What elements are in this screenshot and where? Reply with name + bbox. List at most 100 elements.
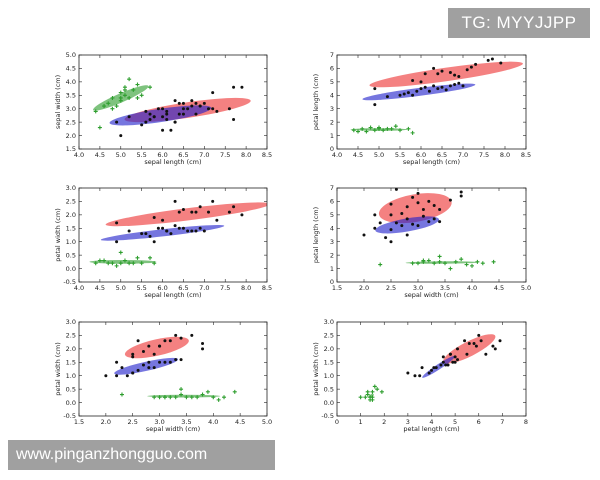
versicolor-point xyxy=(144,109,148,113)
virginica-point xyxy=(194,210,198,214)
setosa-point xyxy=(453,259,458,264)
virginica-point xyxy=(479,339,483,343)
x-tick-label: 5.0 xyxy=(116,151,126,159)
versicolor-point xyxy=(427,220,431,224)
virginica-point xyxy=(190,210,194,214)
virginica-covariance-ellipse xyxy=(369,61,523,88)
x-tick-label: 4 xyxy=(429,418,433,426)
versicolor-point xyxy=(413,374,417,378)
virginica-point xyxy=(389,202,393,206)
virginica-point xyxy=(161,107,165,111)
x-axis-label: petal length (cm) xyxy=(403,425,459,433)
y-tick-label: 2.0 xyxy=(66,132,76,140)
x-tick-label: 4.0 xyxy=(208,418,218,426)
versicolor-point xyxy=(389,228,393,232)
virginica-point xyxy=(373,213,377,217)
virginica-point xyxy=(152,216,156,220)
virginica-point xyxy=(131,355,135,359)
x-tick-label: 5 xyxy=(453,418,457,426)
setosa-point xyxy=(122,87,127,92)
versicolor-point xyxy=(136,368,140,372)
virginica-point xyxy=(463,339,467,343)
virginica-point xyxy=(467,341,471,345)
setosa-point xyxy=(370,389,375,394)
x-tick-label: 5.0 xyxy=(521,284,531,292)
x-tick-label: 6.0 xyxy=(157,284,167,292)
versicolor-point xyxy=(161,226,165,230)
setosa-point xyxy=(372,384,377,389)
y-tick-label: 1.0 xyxy=(66,238,76,246)
versicolor-point xyxy=(432,84,436,88)
virginica-point xyxy=(215,218,219,222)
setosa-point xyxy=(131,261,136,266)
virginica-point xyxy=(152,352,156,356)
virginica-point xyxy=(158,344,162,348)
versicolor-point xyxy=(141,363,145,367)
x-tick-label: 8.5 xyxy=(262,284,272,292)
x-tick-label: 2 xyxy=(382,418,386,426)
setosa-point xyxy=(410,261,415,266)
versicolor-point xyxy=(161,128,165,132)
y-tick-label: 7 xyxy=(330,51,334,59)
setosa-point xyxy=(372,128,377,133)
setosa-point xyxy=(119,392,124,397)
versicolor-point xyxy=(434,366,438,370)
setosa-point xyxy=(475,259,480,264)
setosa-point xyxy=(110,106,115,111)
x-tick-label: 8.0 xyxy=(241,284,251,292)
virginica-point xyxy=(459,190,463,194)
setosa-point xyxy=(364,129,369,134)
versicolor-point xyxy=(432,217,436,221)
versicolor-point xyxy=(446,363,450,367)
versicolor-point xyxy=(115,240,119,244)
setosa-point xyxy=(179,392,184,397)
virginica-point xyxy=(141,350,145,354)
setosa-point xyxy=(184,395,189,400)
y-tick-label: 1 xyxy=(330,265,334,273)
setosa-point xyxy=(464,262,469,267)
versicolor-point xyxy=(444,88,448,92)
virginica-point xyxy=(207,107,211,111)
versicolor-point xyxy=(455,358,459,362)
y-tick-label: 1.5 xyxy=(66,145,76,153)
x-tick-label: 3.0 xyxy=(413,284,423,292)
y-tick-label: 0.5 xyxy=(66,385,76,393)
y-tick-label: 3.0 xyxy=(66,184,76,192)
setosa-point xyxy=(106,101,111,106)
virginica-point xyxy=(115,120,119,124)
setosa-point xyxy=(406,126,411,131)
virginica-point xyxy=(179,336,183,340)
x-axis-label: sepal length (cm) xyxy=(403,158,460,166)
setosa-point xyxy=(448,266,453,271)
virginica-point xyxy=(198,104,202,108)
x-tick-label: 3.5 xyxy=(181,418,191,426)
versicolor-point xyxy=(389,240,393,244)
setosa-point xyxy=(393,124,398,129)
x-tick-label: 5.5 xyxy=(136,151,146,159)
versicolor-point xyxy=(415,89,419,93)
setosa-point xyxy=(152,395,157,400)
axes-frame xyxy=(78,54,268,150)
setosa-point xyxy=(351,128,356,133)
setosa-point xyxy=(93,261,98,266)
setosa-point xyxy=(381,128,386,133)
x-tick-label: 2.5 xyxy=(128,418,138,426)
versicolor-point xyxy=(147,360,151,364)
x-tick-label: 5.0 xyxy=(116,284,126,292)
axes-frame xyxy=(336,54,527,150)
virginica-point xyxy=(448,198,452,202)
virginica-point xyxy=(115,221,119,225)
y-tick-label: 5 xyxy=(330,211,334,219)
virginica-covariance-ellipse xyxy=(124,336,189,359)
setosa-point xyxy=(114,104,119,109)
setosa-point xyxy=(189,395,194,400)
versicolor-point xyxy=(169,128,173,132)
y-axis-label: petal width (cm) xyxy=(54,208,62,262)
virginica-point xyxy=(173,120,177,124)
setosa-point xyxy=(211,395,216,400)
virginica-point xyxy=(190,333,194,337)
setosa-point xyxy=(398,128,402,133)
subplot-2: 4.0 4.5 5.0 5.5 6.0 6.5 7.0 7.5 8.0 8.5 0 1 2 3 4 5 6 7 se… xyxy=(312,51,531,166)
virginica-point xyxy=(421,207,425,211)
